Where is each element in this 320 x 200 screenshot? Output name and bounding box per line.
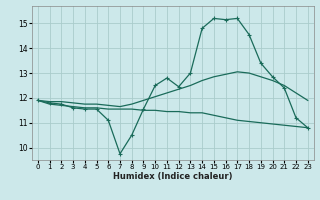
X-axis label: Humidex (Indice chaleur): Humidex (Indice chaleur) — [113, 172, 233, 181]
